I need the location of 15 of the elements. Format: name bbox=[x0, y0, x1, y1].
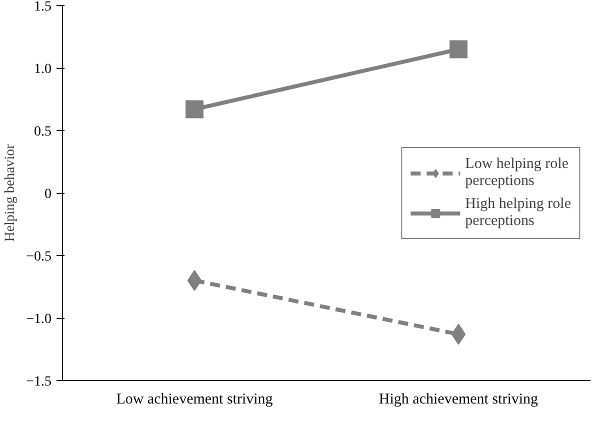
point bbox=[186, 100, 204, 118]
y-tick-label: 0 bbox=[44, 187, 52, 202]
point bbox=[450, 40, 468, 58]
y-tick-label: −1.5 bbox=[26, 374, 52, 390]
y-tick-label: 1.0 bbox=[34, 62, 52, 77]
y-tick-label: −1.0 bbox=[26, 312, 52, 327]
legend-label: Low helping role perceptions bbox=[465, 156, 568, 190]
y-tick-label: 1.5 bbox=[34, 0, 52, 14]
legend-label: High helping role perceptions bbox=[465, 196, 571, 230]
y-tick-label: −0.5 bbox=[26, 250, 52, 264]
x-tick-label: Low achievement striving bbox=[116, 392, 274, 408]
point bbox=[187, 270, 202, 291]
y-axis-title: Helping behavior bbox=[3, 144, 18, 242]
y-tick-label: 0.5 bbox=[34, 124, 52, 140]
x-tick-label: High achievement striving bbox=[378, 392, 539, 408]
